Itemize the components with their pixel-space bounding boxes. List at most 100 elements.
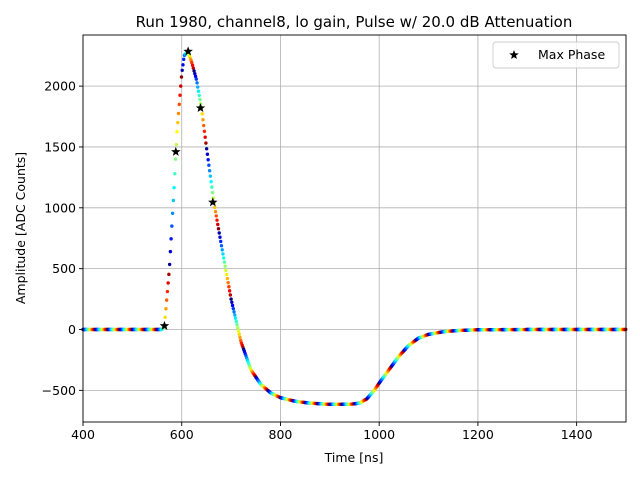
pulse-sample-point <box>204 141 208 145</box>
x-tick-label: 1000 <box>363 427 395 442</box>
x-tick-label: 600 <box>170 427 194 442</box>
x-axis-label: Time [ns] <box>324 450 384 465</box>
pulse-sample-point <box>236 329 241 333</box>
pulse-sample-point <box>168 249 173 254</box>
y-tick-label: 500 <box>52 261 76 276</box>
x-tick-label: 400 <box>71 427 95 442</box>
pulse-sample-point <box>227 289 232 293</box>
pulse-sample-point <box>195 81 199 85</box>
max-phase-markers <box>159 46 218 330</box>
grid <box>82 35 626 422</box>
pulse-sample-point <box>206 158 210 162</box>
pulse-sample-point <box>233 313 237 317</box>
y-tick-label: 1500 <box>44 139 76 154</box>
pulse-sample-point <box>190 60 194 65</box>
pulse-sample-point <box>208 174 213 178</box>
pulse-sample-point <box>196 85 200 89</box>
pulse-sample-point <box>175 130 179 134</box>
pulse-sample-point <box>197 93 201 98</box>
pulse-sample-point <box>230 300 234 304</box>
plot-frame <box>82 34 627 423</box>
axis-ticks: 400 600 800 1000 1200 1400 −500 0 500 1000 1500 200… <box>42 79 593 442</box>
legend-box <box>492 41 620 69</box>
pulse-sample-point <box>210 185 214 189</box>
pulse-sample-point <box>207 168 212 173</box>
pulse-sample-point <box>176 111 181 116</box>
y-tick-label: −500 <box>42 383 76 398</box>
pulse-sample-point <box>172 186 176 190</box>
chart-title: Run 1980, channel8, lo gain, Pulse w/ 20… <box>136 13 573 31</box>
x-tick-label: 1200 <box>462 427 494 442</box>
pulse-sample-point <box>223 264 227 268</box>
pulse-sample-point <box>192 69 196 73</box>
pulse-sample-point <box>164 307 168 311</box>
pulse-sample-point <box>198 97 202 102</box>
pulse-sample-point <box>167 272 171 277</box>
pulse-sample-point <box>204 147 209 151</box>
pulse-sample-point <box>222 260 227 264</box>
pulse-sample-point <box>221 252 225 256</box>
y-tick-label: 1000 <box>44 200 76 215</box>
y-axis-label: Amplitude [ADC Counts] <box>13 152 28 304</box>
pulse-sample-point <box>163 315 167 319</box>
pulse-sample-point <box>219 243 224 248</box>
max-phase-point <box>195 103 206 113</box>
max-phase-point <box>183 46 193 56</box>
pulse-sample-point <box>177 102 181 107</box>
pulse-sample-point <box>173 172 177 176</box>
pulse-sample-point <box>229 297 233 301</box>
pulse-sample-point <box>236 326 240 330</box>
pulse-sample-point <box>225 276 230 281</box>
legend-star-icon <box>509 50 519 60</box>
pulse-curve <box>81 50 628 407</box>
pulse-sample-point <box>203 135 207 139</box>
pulse-sample-point <box>221 256 226 260</box>
pulse-sample-point <box>231 306 236 311</box>
legend-label-max-phase: Max Phase <box>538 47 605 62</box>
pulse-sample-point <box>196 89 201 93</box>
pulse-sample-point <box>237 332 241 336</box>
pulse-sample-point <box>201 123 206 128</box>
pulse-sample-point <box>201 118 205 122</box>
pulse-sample-point <box>165 289 170 294</box>
pulse-sample-point <box>181 63 185 67</box>
pulse-sample-point <box>194 77 198 81</box>
pulse-sample-point <box>180 68 184 72</box>
pulse-sample-point <box>233 316 238 320</box>
pulse-sample-point <box>179 84 183 88</box>
pulse-sample-point <box>170 224 174 228</box>
pulse-sample-point <box>166 281 170 285</box>
legend: Max Phase <box>492 41 620 69</box>
pulse-sample-point <box>164 298 169 302</box>
pulse-sample-point <box>216 227 221 231</box>
pulse-sample-point <box>207 163 211 167</box>
legend-star-shape <box>509 50 519 60</box>
pulse-sample-point <box>174 142 178 147</box>
x-tick-label: 800 <box>269 427 293 442</box>
max-phase-point <box>159 320 170 330</box>
pulse-sample-point <box>169 237 173 241</box>
pulse-sample-point <box>224 272 229 277</box>
pulse-sample-point <box>191 66 196 70</box>
max-phase-point <box>208 197 218 207</box>
pulse-sample-point <box>209 179 213 184</box>
pulse-sample-point <box>190 63 195 68</box>
max-phase-point <box>171 146 181 156</box>
pulse-sample-point <box>234 319 238 324</box>
pulse-sample-point <box>213 205 217 210</box>
pulse-sample-point <box>220 248 224 252</box>
pulse-sample-point <box>235 322 239 327</box>
pulse-sample-point <box>202 129 207 134</box>
pulse-sample-point <box>178 93 182 97</box>
pulse-sample-point <box>170 211 175 215</box>
pulse-sample-point <box>227 285 231 289</box>
y-tick-label: 2000 <box>44 79 76 94</box>
pulse-sample-point <box>182 57 186 62</box>
pulse-sample-point <box>219 239 223 244</box>
pulse-sample-point <box>193 71 197 76</box>
pulse-sample-point <box>210 190 215 195</box>
pulse-sample-point <box>217 231 221 235</box>
pulse-sample-point <box>238 335 242 340</box>
pulse-sample-point <box>226 280 230 285</box>
